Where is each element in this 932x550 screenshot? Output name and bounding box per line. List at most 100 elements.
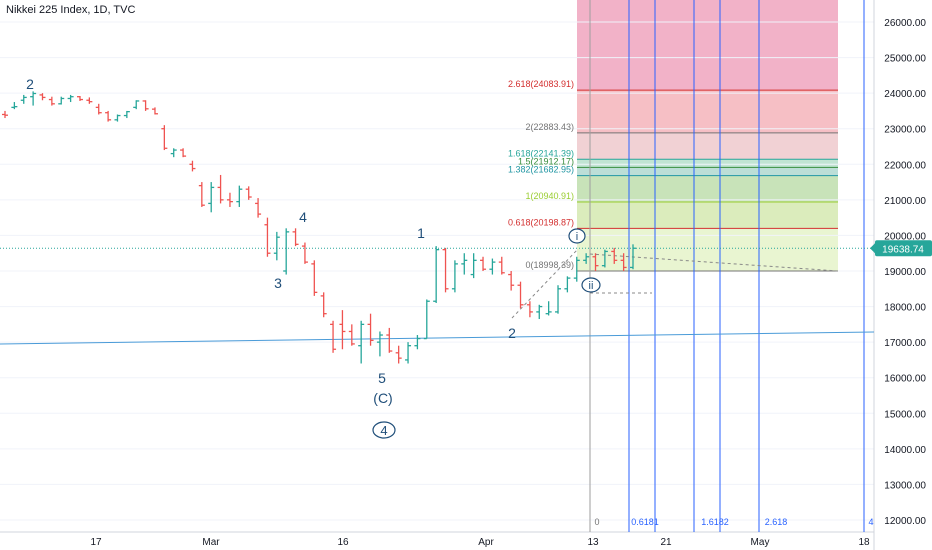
- ohlc-bar: [320, 292, 327, 318]
- wave-label: 2: [26, 76, 34, 92]
- ohlc-bar: [76, 95, 83, 101]
- ohlc-bar: [601, 249, 608, 268]
- y-tick-label: 23000.00: [884, 125, 926, 136]
- ohlc-bar: [245, 186, 252, 200]
- ohlc-bar: [451, 260, 458, 293]
- y-tick-label: 13000.00: [884, 480, 926, 491]
- ohlc-bar: [39, 93, 46, 101]
- wave-label: 1: [417, 225, 425, 241]
- y-tick-label: 17000.00: [884, 338, 926, 349]
- ohlc-bar: [536, 304, 543, 320]
- ohlc-bar: [489, 258, 496, 275]
- ohlc-bar: [330, 320, 337, 353]
- fib-zone: [577, 201, 838, 229]
- ohlc-bar: [161, 125, 168, 151]
- ohlc-bar: [189, 160, 196, 172]
- ohlc-bar: [301, 242, 308, 264]
- x-tick-label: May: [751, 537, 770, 548]
- fib-time-label: 0.6181: [631, 517, 659, 527]
- ohlc-bar: [592, 253, 599, 271]
- ohlc-bar: [208, 182, 215, 213]
- ohlc-bar: [423, 299, 430, 340]
- ohlc-bar: [48, 96, 55, 106]
- ohlc-bar: [67, 94, 74, 103]
- ohlc-bar: [573, 256, 580, 282]
- y-tick-label: 15000.00: [884, 409, 926, 420]
- x-tick-label: 13: [587, 537, 599, 548]
- current-price-label: 19638.74: [882, 244, 924, 255]
- wave-label: i: [576, 231, 578, 243]
- x-tick-label: Mar: [202, 537, 220, 548]
- x-tick-label: 17: [90, 537, 102, 548]
- ohlc-bar: [283, 228, 290, 275]
- ohlc-bar: [461, 253, 468, 275]
- y-tick-label: 26000.00: [884, 18, 926, 29]
- ohlc-bar: [198, 182, 205, 207]
- ohlc-bar: [170, 148, 177, 158]
- dashed-line: [511, 248, 579, 319]
- ohlc-bar: [358, 320, 365, 364]
- ohlc-bar: [517, 281, 524, 309]
- fib-zone: [577, 175, 838, 202]
- ohlc-bar: [133, 100, 140, 110]
- fib-zone: [577, 167, 838, 176]
- ohlc-bar: [311, 260, 318, 296]
- x-tick-label: 18: [858, 537, 870, 548]
- ohlc-bar: [630, 244, 636, 270]
- y-tick-label: 21000.00: [884, 196, 926, 207]
- fib-level-label: 1.618(22141.39): [508, 148, 574, 158]
- ohlc-bar: [105, 110, 112, 122]
- fib-time-label: 0: [594, 517, 599, 527]
- ohlc-bar: [433, 246, 440, 304]
- ohlc-bar: [405, 342, 412, 364]
- ohlc-bar: [11, 102, 18, 110]
- fib-zone: [577, 0, 838, 91]
- x-tick-label: 16: [337, 537, 349, 548]
- ohlc-bar: [620, 253, 627, 271]
- ohlc-bar: [555, 285, 562, 314]
- y-tick-label: 25000.00: [884, 54, 926, 65]
- current-price-tag: [875, 240, 932, 257]
- fib-level-label: 1(20940.91): [525, 191, 574, 201]
- fib-zone: [577, 132, 838, 160]
- ohlc-bar: [123, 110, 130, 119]
- y-tick-label: 22000.00: [884, 160, 926, 171]
- ohlc-bar: [236, 185, 243, 207]
- ohlc-bar: [348, 324, 355, 346]
- ohlc-bar: [386, 327, 393, 353]
- fib-level-label: 1.382(21682.95): [508, 165, 574, 175]
- ohlc-bar: [273, 231, 280, 261]
- y-tick-label: 20000.00: [884, 231, 926, 242]
- wave-label: 4: [380, 423, 387, 438]
- ohlc-bar: [395, 345, 402, 364]
- x-tick-label: 21: [660, 537, 672, 548]
- ohlc-bar: [442, 247, 449, 293]
- ohlc-bar: [414, 335, 421, 350]
- ohlc-bar: [480, 256, 487, 271]
- ohlc-bar: [180, 148, 187, 158]
- fib-zone: [577, 90, 838, 133]
- chart-title: Nikkei 225 Index, 1D, TVC: [6, 4, 136, 16]
- y-tick-label: 16000.00: [884, 374, 926, 385]
- y-tick-label: 12000.00: [884, 516, 926, 527]
- ohlc-bar: [545, 301, 552, 316]
- ohlc-bar: [498, 256, 505, 275]
- ohlc-bar: [142, 100, 149, 111]
- ohlc-bar: [2, 110, 8, 119]
- wave-label: 3: [274, 275, 282, 291]
- fib-level-label: 0(18998.39): [525, 260, 574, 270]
- fib-level-label: 2.618(24083.91): [508, 79, 574, 89]
- ohlc-bar: [217, 174, 224, 204]
- ohlc-bar: [367, 313, 374, 346]
- fib-level-label: 0.618(20198.87): [508, 217, 574, 227]
- ohlc-bar: [95, 103, 102, 115]
- y-tick-label: 19000.00: [884, 267, 926, 278]
- ohlc-bar: [583, 253, 590, 264]
- wave-label-circle: [568, 228, 586, 244]
- ohlc-bar: [20, 94, 27, 104]
- ohlc-bar: [564, 276, 571, 293]
- ohlc-bar: [58, 96, 65, 105]
- wave-label: (C): [373, 390, 392, 406]
- ohlc-bar: [86, 97, 93, 104]
